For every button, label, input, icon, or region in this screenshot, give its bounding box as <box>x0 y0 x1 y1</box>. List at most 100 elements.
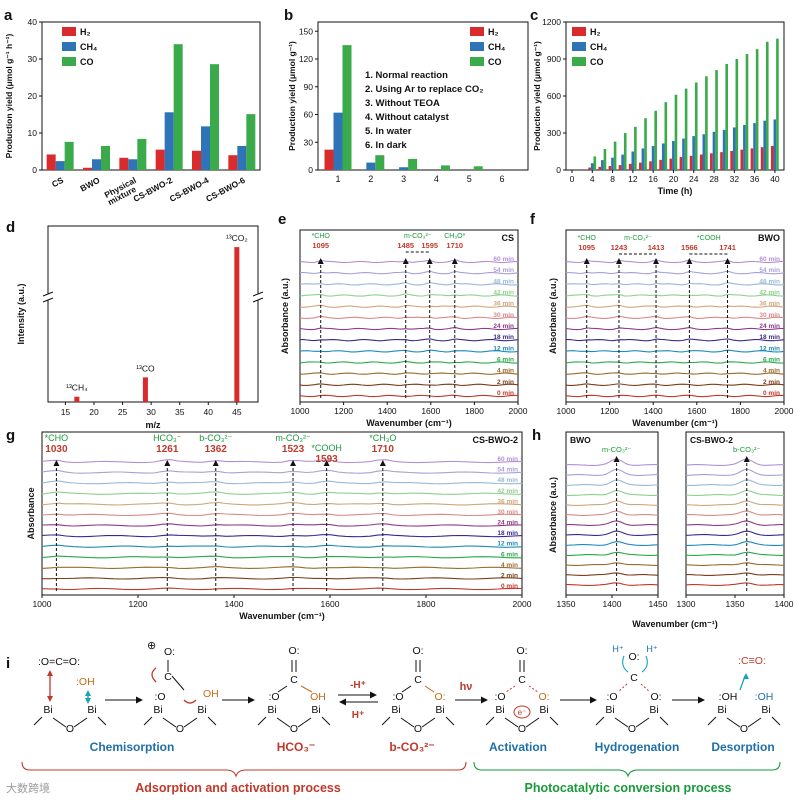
bismuth-atom: Bi <box>197 704 206 716</box>
electron-symbol: e⁻ <box>518 708 527 717</box>
spectrum-12 <box>41 459 523 464</box>
bond <box>485 716 495 726</box>
spectrum-2 <box>299 372 519 375</box>
bond <box>183 717 198 728</box>
spectrum-11 <box>566 270 785 275</box>
oxygen-atom: :O <box>154 691 165 703</box>
adsorption-bracket <box>21 761 467 778</box>
peak-wavenumber: 1095 <box>578 243 595 252</box>
bond <box>33 716 43 726</box>
sample-name: CS-BWO-2 <box>473 435 519 445</box>
peak-name: m-CO₃²⁻ <box>624 235 652 242</box>
bond <box>528 685 539 693</box>
time-label: 0 min <box>497 390 514 397</box>
arrowhead <box>85 698 91 704</box>
spectrum-7 <box>686 510 785 516</box>
bond <box>381 716 391 726</box>
spectrum-7 <box>565 315 785 319</box>
x-tick-label: 4 <box>590 174 595 184</box>
legend-swatch <box>62 27 76 36</box>
x-tick-label: CS <box>50 175 65 190</box>
time-label: 30 min <box>493 312 514 319</box>
bar-CH4-10 <box>692 136 695 170</box>
time-label: 12 min <box>493 345 514 352</box>
legend-label: CH₄ <box>80 42 97 52</box>
peak-wavenumber: 1362 <box>205 444 228 455</box>
x-tick-label: 15 <box>61 407 71 417</box>
y-tick-label: 10 <box>28 128 38 138</box>
time-label: 30 min <box>497 509 518 516</box>
arrowhead <box>590 696 597 704</box>
y-axis-label: Absorbance (a.u.) <box>548 477 558 553</box>
peak-wavenumber: 1593 <box>316 454 339 465</box>
bar-H2-1 <box>83 167 92 170</box>
condition-note: 2. Using Ar to replace CO₂ <box>365 84 483 95</box>
x-tick-label: 32 <box>730 174 740 184</box>
bar-CO-10 <box>694 82 698 170</box>
x-tick-label: 1800 <box>417 599 436 609</box>
bar-H2-2 <box>608 166 612 170</box>
bar-CH4-4 <box>201 126 210 170</box>
spectrum-9 <box>299 293 519 297</box>
peak-marker-arrow <box>212 460 219 466</box>
bar-CH4-16 <box>753 123 756 170</box>
legend-swatch <box>470 27 484 36</box>
bond <box>614 717 629 728</box>
peak-wavenumber: 1566 <box>681 243 698 252</box>
time-label: 12 min <box>759 345 780 352</box>
peak-marker-arrow <box>317 258 324 264</box>
spectrum-1 <box>565 572 659 576</box>
x-tick-label: 1400 <box>378 406 397 416</box>
time-label: 24 min <box>497 520 518 527</box>
time-label: 0 min <box>763 390 780 397</box>
hydroxyl-group: OH <box>310 691 326 703</box>
x-tick-label: 16 <box>648 174 658 184</box>
hydroxyl-group: :OH <box>719 691 738 703</box>
legend-swatch <box>470 57 484 66</box>
peak-name: m-CO₃²⁻ <box>602 445 632 454</box>
spectrum-8 <box>566 304 785 308</box>
axis-break-mark <box>42 297 54 303</box>
peak-name: m-CO₃²⁻ <box>404 233 432 240</box>
co-molecule: :C≡O: <box>738 655 766 667</box>
bond <box>257 716 267 726</box>
electron-loop <box>513 705 531 719</box>
arrowhead <box>370 691 377 699</box>
spectrum-9 <box>565 293 785 297</box>
bismuth-atom: Bi <box>761 704 770 716</box>
arrowhead <box>85 690 91 696</box>
spectrum-5 <box>300 338 519 342</box>
y-axis-label: Absorbance (a.u.) <box>548 278 558 354</box>
panel-label-d: d <box>6 219 15 236</box>
plot-frame-e <box>299 229 519 403</box>
deprotonation-label: -H⁺ <box>350 680 366 691</box>
spectrum-9 <box>41 491 523 495</box>
panel-label-e: e <box>278 211 286 228</box>
spectrum-6 <box>565 327 785 331</box>
bar-H2-0 <box>46 154 56 170</box>
y-tick-label: 40 <box>28 17 38 27</box>
peak-wavenumber: 1710 <box>446 241 463 250</box>
x-tick-label: 2000 <box>775 406 794 416</box>
spectrum-3 <box>299 360 519 364</box>
spectrum-3 <box>41 555 522 559</box>
oxygen-atom: O <box>176 723 184 735</box>
time-label: 60 min <box>493 256 514 263</box>
peak-marker-arrow <box>724 258 731 264</box>
bar-CH4-1 <box>601 160 604 170</box>
legend-label: CH₄ <box>488 42 505 52</box>
bismuth-atom: Bi <box>605 704 614 716</box>
peak-name: b-CO₃²⁻ <box>733 445 760 454</box>
bar-CH4-5 <box>641 148 645 170</box>
bismuth-atom: Bi <box>717 704 726 716</box>
time-label: 4 min <box>501 562 518 569</box>
y-axis-label: Intensity (a.u.) <box>16 283 26 344</box>
peak-marker-arrow <box>583 258 590 264</box>
bar-H2-14 <box>730 150 733 170</box>
x-tick-label: CS-BWO-2 <box>131 175 174 204</box>
spectrum-7 <box>41 512 523 517</box>
time-label: 54 min <box>493 267 514 274</box>
bond <box>401 685 412 693</box>
x-axis-label: Wavenumber (cm⁻¹) <box>632 418 717 428</box>
